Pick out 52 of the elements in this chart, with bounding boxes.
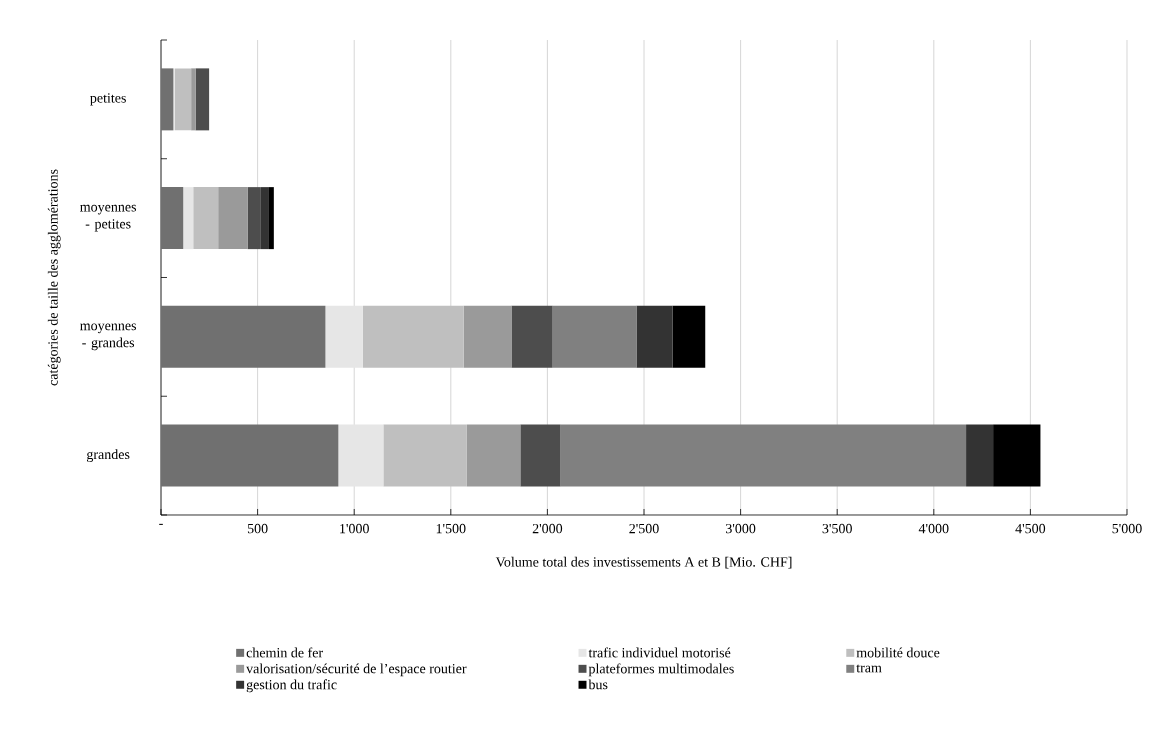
x-tick-label: 5'000 — [1112, 523, 1142, 534]
bar — [338, 424, 384, 487]
bar — [636, 305, 673, 368]
bar — [466, 424, 521, 487]
bar — [247, 187, 261, 250]
legend-label: tram — [856, 664, 882, 673]
bar — [560, 424, 967, 487]
bar — [672, 305, 706, 368]
bar — [218, 187, 248, 250]
bar — [161, 305, 326, 368]
y-tick-label: moyennes - grandes — [80, 323, 137, 351]
x-axis-title: Volume total des investissements A et B [Mio. CHF] — [495, 556, 792, 569]
bar — [191, 68, 196, 131]
y-tick-label: petites — [90, 93, 126, 106]
bar — [383, 424, 467, 487]
bar — [511, 305, 553, 368]
x-tick-label: 3'000 — [726, 523, 756, 534]
legend-label: mobilité douce — [856, 647, 940, 658]
legend-label: trafic individuel motorisé — [588, 647, 731, 658]
legend-label: gestion du trafic — [246, 679, 337, 693]
bar — [325, 305, 363, 368]
x-tick-label: 4'500 — [1015, 523, 1046, 534]
bar — [161, 187, 184, 250]
legend-label: valorisation/sécurité de l’espace routier — [246, 663, 467, 677]
bar — [362, 305, 464, 368]
x-tick-label: 2'500 — [629, 523, 659, 534]
x-tick-label: - — [159, 523, 163, 525]
y-tick-label: moyennes - petites — [80, 204, 137, 232]
bar — [161, 68, 174, 131]
y-axis-title: catégories de taille des agglomérations — [47, 169, 61, 386]
bar — [161, 424, 339, 487]
bar — [463, 305, 512, 368]
bar — [195, 68, 210, 131]
y-tick-label: grandes — [86, 449, 130, 462]
bar — [260, 187, 269, 250]
x-tick-label: 500 — [247, 523, 268, 534]
x-tick-label: 3'500 — [822, 523, 852, 534]
bar — [520, 424, 561, 487]
legend-label: bus — [588, 679, 608, 690]
x-tick-label: 1'000 — [340, 523, 369, 534]
bar — [552, 305, 637, 368]
bar — [993, 424, 1041, 487]
bar — [183, 187, 194, 250]
bar — [966, 424, 994, 487]
bar — [268, 187, 274, 250]
bar — [193, 187, 219, 250]
x-tick-label: 2'000 — [532, 523, 563, 534]
x-tick-label: 4'000 — [918, 523, 949, 534]
legend-label: chemin de fer — [246, 647, 323, 658]
x-tick-label: 1'500 — [436, 523, 466, 534]
legend-label: plateformes multimodales — [588, 663, 734, 677]
bar — [174, 68, 192, 131]
